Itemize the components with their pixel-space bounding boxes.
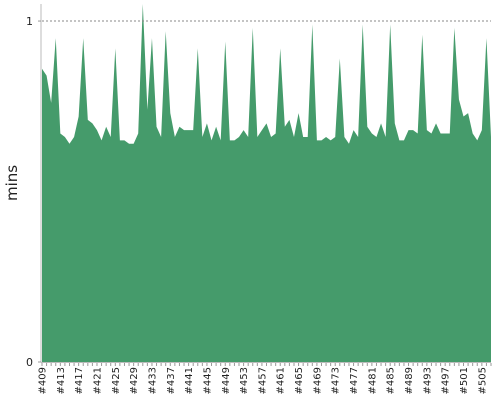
area-series-group [42,4,491,362]
x-tick-label: #449 [221,367,232,394]
x-tick-label: #433 [147,367,158,394]
x-tick-label: #473 [331,367,342,394]
x-tick-label: #465 [294,367,305,394]
x-tick-label: #417 [74,367,85,394]
x-tick-label: #461 [276,367,287,394]
x-tick-label: #453 [239,367,250,394]
y-axis-label: mins [3,165,21,201]
x-tick-label: #441 [184,367,195,394]
x-tick-label: #485 [386,367,397,394]
x-tick-label: #429 [129,367,140,394]
x-tick-label: #481 [367,367,378,394]
y-tick-label: 0 [26,356,33,369]
area-series [42,4,491,362]
x-tick-label: #457 [257,367,268,394]
x-tick-label: #437 [166,367,177,394]
x-tick-label: #469 [312,367,323,394]
x-tick-label: #421 [92,367,103,394]
x-tick-label: #413 [56,367,67,394]
x-tick-label: #501 [459,367,470,394]
x-tick-label: #493 [422,367,433,394]
x-tick-label: #497 [441,367,452,394]
x-tick-label: #477 [349,367,360,394]
x-ticks-group: #409 #413 #417 #421 #425 #429 #433 #437 #441 #445… [38,363,492,394]
x-tick-label: #489 [404,367,415,394]
y-ticks-group: 01 [26,15,41,369]
axes-group [40,4,491,363]
x-tick-label: #409 [38,367,49,394]
x-tick-label: #445 [202,367,213,394]
x-tick-label: #425 [111,367,122,394]
x-tick-label: #505 [477,367,488,394]
y-tick-label: 1 [26,15,33,28]
